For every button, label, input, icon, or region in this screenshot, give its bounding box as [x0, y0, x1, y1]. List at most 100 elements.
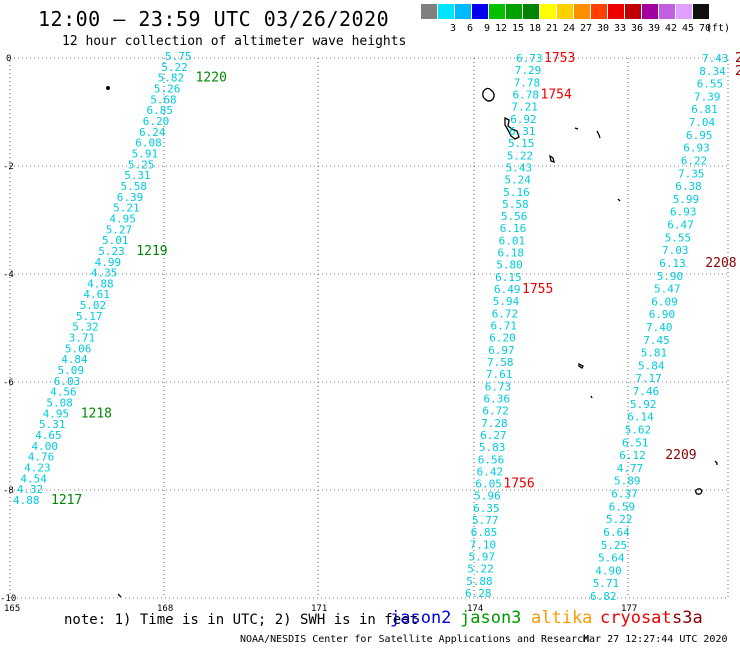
island	[117, 593, 122, 598]
wave-height-value: 6.97	[488, 344, 515, 357]
wave-height-value: 6.39	[117, 191, 144, 204]
wave-height-value: 6.05	[475, 478, 502, 491]
map-title: 12:00 – 23:59 UTC 03/26/2020	[38, 7, 390, 31]
legend-unit: (ft)	[705, 23, 730, 34]
wave-height-value: 6.71	[491, 320, 518, 333]
pass-time-label: 1218	[81, 406, 112, 421]
wave-height-value: 5.96	[474, 490, 501, 503]
wave-height-value: 5.80	[496, 259, 523, 272]
island	[574, 127, 579, 130]
legend-label: 42	[664, 23, 677, 34]
legend-swatch	[676, 4, 692, 19]
wave-height-value: 5.09	[58, 364, 85, 377]
pass-time-label: 2	[735, 64, 740, 79]
pass-time-label: 1756	[503, 477, 534, 492]
wave-height-value: 5.99	[673, 193, 700, 206]
wave-height-value: 5.75	[165, 50, 192, 63]
wave-height-value: 6.20	[143, 115, 170, 128]
wave-height-value: 5.22	[606, 513, 633, 526]
wave-height-value: 7.40	[646, 321, 673, 334]
wave-height-value: 4.65	[35, 429, 62, 442]
satellite-label-cryosat: cryosat	[600, 608, 672, 628]
wave-height-value: 6.28	[465, 587, 492, 600]
wave-height-value: 4.95	[43, 407, 69, 420]
credit-text: NOAA/NESDIS Center for Satellite Applica…	[240, 634, 590, 645]
wave-height-value: 4.88	[13, 494, 40, 507]
wave-height-value: 6.24	[139, 126, 166, 139]
wave-height-value: 6.03	[54, 375, 81, 388]
wave-height-value: 6.27	[480, 429, 507, 442]
satellite-label-s3a: s3a	[672, 608, 703, 628]
pass-time-label: 1754	[541, 88, 572, 103]
pass-time-label: 2208	[705, 256, 736, 271]
legend-label: 45	[681, 23, 694, 34]
wave-height-value: 6.12	[619, 449, 646, 462]
wave-height-value: 6.36	[484, 393, 511, 406]
wave-height-value: 4.95	[109, 212, 135, 225]
wave-height-value: 5.92	[630, 398, 657, 411]
wave-height-value: 4.00	[32, 440, 59, 453]
legend-swatch	[591, 4, 607, 19]
wave-height-value: 5.27	[106, 223, 133, 236]
wave-height-value: 5.08	[46, 397, 73, 410]
latitude-label: -4	[3, 270, 14, 280]
legend-swatch	[625, 4, 641, 19]
satellite-label-jason2: jason2	[390, 608, 452, 628]
latitude-label: -6	[3, 378, 14, 388]
wave-height-value: 6.09	[651, 295, 678, 308]
wave-height-value: 5.31	[39, 418, 66, 431]
legend-label: 24	[562, 23, 575, 34]
legend-label: 12	[494, 23, 507, 34]
wave-height-value: 5.16	[503, 186, 530, 199]
wave-height-value: 4.54	[20, 472, 47, 485]
wave-height-value: 7.58	[487, 356, 514, 369]
wave-height-value: 5.21	[113, 202, 140, 215]
wave-height-value: 6.38	[675, 180, 702, 193]
wave-height-value: 3.71	[69, 332, 96, 345]
legend-swatch	[455, 4, 471, 19]
wave-height-value: 6.95	[686, 129, 713, 142]
legend-swatch	[642, 4, 658, 19]
wave-height-value: 5.94	[493, 295, 520, 308]
wave-height-value: 5.47	[654, 283, 681, 296]
wave-height-value: 7.43	[702, 52, 729, 65]
wave-height-value: 4.88	[87, 277, 114, 290]
wave-height-value: 4.76	[28, 451, 55, 464]
wave-height-value: 6.90	[649, 308, 676, 321]
wave-height-value: 6.64	[603, 526, 630, 539]
wave-height-value: 6.93	[683, 142, 710, 155]
satellite-label-jason3: jason3	[460, 608, 522, 628]
legend-swatch	[659, 4, 675, 19]
legend-label: 36	[630, 23, 643, 34]
wave-height-value: 6.72	[482, 405, 509, 418]
wave-height-value: 6.73	[485, 380, 512, 393]
wave-height-value: 7.61	[486, 368, 513, 381]
legend-label: 18	[528, 23, 541, 34]
wave-height-value: 6.42	[477, 465, 504, 478]
legend-label: 70	[698, 23, 711, 34]
legend-label: 6	[466, 23, 473, 34]
satellite-label-altika: altika	[531, 608, 593, 628]
wave-height-value: 5.31	[124, 169, 151, 182]
wave-height-value: 6.51	[622, 436, 649, 449]
wave-height-value: 5.58	[121, 180, 148, 193]
longitude-label: 168	[157, 604, 173, 614]
wave-height-value: 5.82	[158, 72, 185, 85]
wave-height-value: 5.32	[72, 321, 99, 334]
wave-height-value: 5.22	[467, 563, 494, 576]
legend-label: 21	[545, 23, 558, 34]
wave-height-value: 7.04	[689, 116, 716, 129]
wave-height-value: 6.56	[478, 453, 505, 466]
legend-swatch	[608, 4, 624, 19]
wave-height-value: 6.49	[494, 283, 521, 296]
wave-height-value: 6.35	[473, 502, 500, 515]
wave-height-value: 5.68	[150, 93, 177, 106]
pass-time-label: 2	[735, 51, 740, 66]
legend-swatch	[472, 4, 488, 19]
wave-height-value: 6.14	[627, 411, 654, 424]
altimeter-tracks: 5.755.225.825.265.686.856.206.246.085.91…	[13, 50, 740, 603]
legend-label: 39	[647, 23, 660, 34]
wave-height-value: 5.55	[665, 231, 692, 244]
wave-height-value: 5.01	[102, 234, 129, 247]
